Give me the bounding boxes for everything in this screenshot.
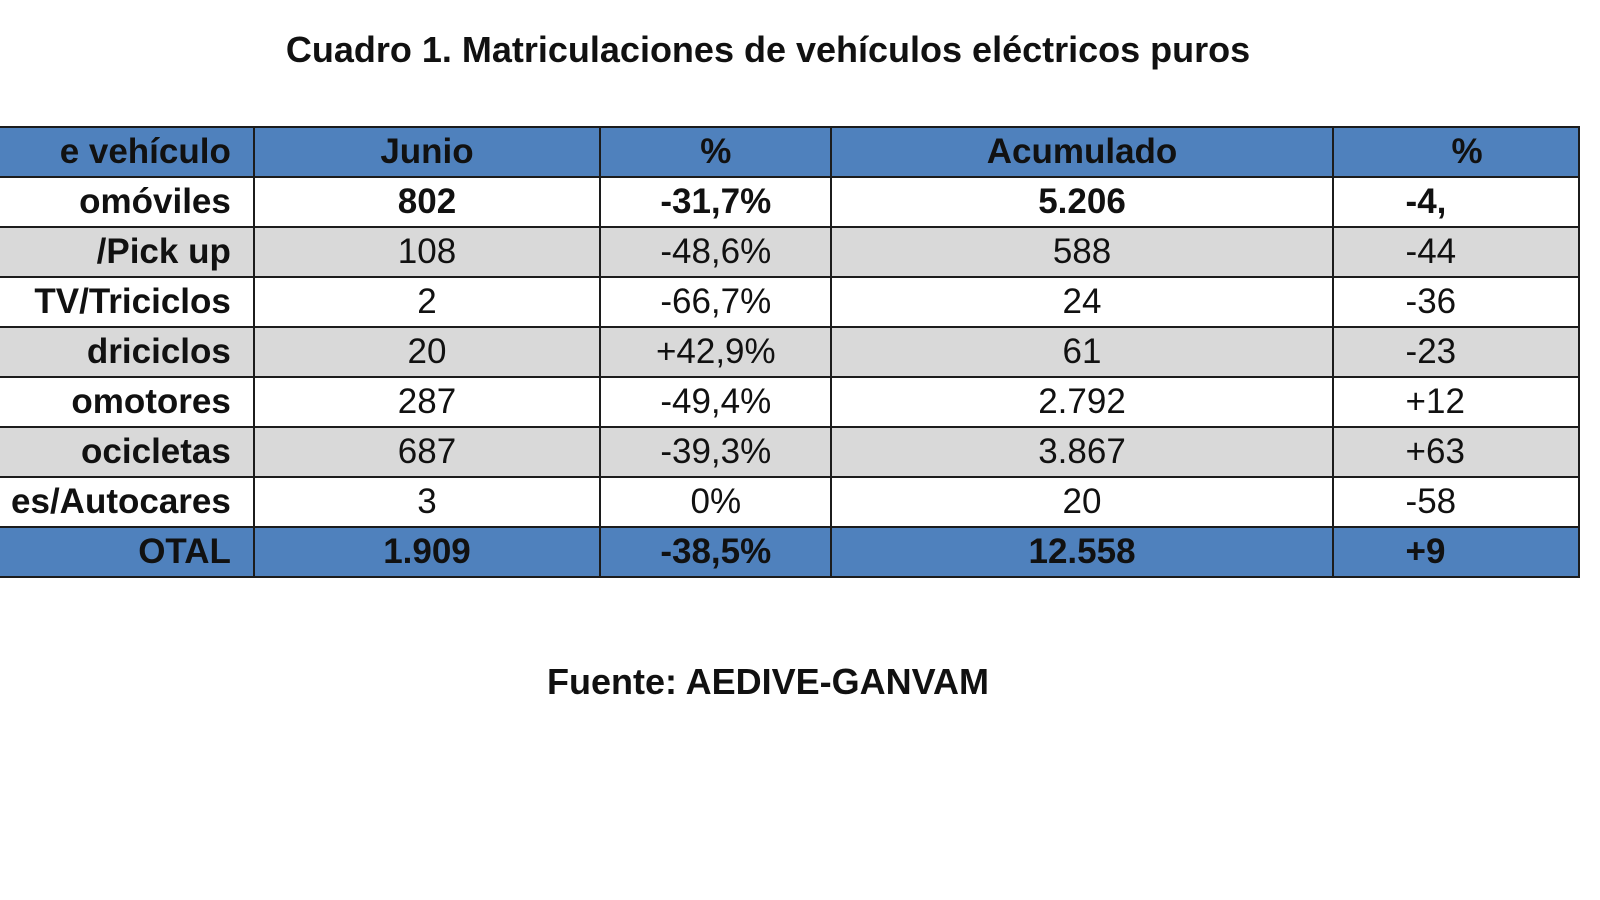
header-accumulated: Acumulado xyxy=(830,126,1334,178)
june-percent-cell: -31,7% xyxy=(599,176,833,228)
vehicle-type-cell: driciclos xyxy=(0,326,255,378)
vehicle-type-cell: /Pick up xyxy=(0,226,255,278)
june-percent-cell: -39,3% xyxy=(599,426,833,478)
accumulated-percent-cell: -58 xyxy=(1331,476,1581,528)
june-cell: 802 xyxy=(252,176,602,228)
source-note: Fuente: AEDIVE-GANVAM xyxy=(546,661,989,702)
accumulated-cell: 2.792 xyxy=(830,376,1334,428)
total-accumulated-cell: 12.558 xyxy=(830,526,1334,578)
june-cell: 3 xyxy=(252,476,602,528)
june-cell: 2 xyxy=(252,276,602,328)
total-june-cell: 1.909 xyxy=(252,526,602,578)
vehicle-type-cell: TV/Triciclos xyxy=(0,276,255,328)
total-label-cell: OTAL xyxy=(0,526,255,578)
accumulated-percent-cell: -23 xyxy=(1331,326,1581,378)
accumulated-percent-cell: -36 xyxy=(1331,276,1581,328)
table-row: TV/Triciclos 2 -66,7% 24 -36 xyxy=(0,276,1581,328)
vehicle-type-cell: ocicletas xyxy=(0,426,255,478)
registrations-table: e vehículo Junio % Acumulado % omóviles … xyxy=(0,126,1581,578)
total-june-percent-cell: -38,5% xyxy=(599,526,833,578)
june-cell: 108 xyxy=(252,226,602,278)
table-header-row: e vehículo Junio % Acumulado % xyxy=(0,126,1581,178)
accumulated-cell: 5.206 xyxy=(830,176,1334,228)
header-vehicle-type: e vehículo xyxy=(0,126,255,178)
data-table-container: e vehículo Junio % Acumulado % omóviles … xyxy=(0,126,1600,600)
table-total-row: OTAL 1.909 -38,5% 12.558 +9 xyxy=(0,526,1581,578)
header-accumulated-percent: % xyxy=(1331,126,1581,178)
june-percent-cell: -48,6% xyxy=(599,226,833,278)
header-june-percent: % xyxy=(599,126,833,178)
table-row: omotores 287 -49,4% 2.792 +12 xyxy=(0,376,1581,428)
table-row: /Pick up 108 -48,6% 588 -44 xyxy=(0,226,1581,278)
accumulated-percent-cell: +12 xyxy=(1331,376,1581,428)
vehicle-type-cell: omóviles xyxy=(0,176,255,228)
june-cell: 20 xyxy=(252,326,602,378)
accumulated-percent-cell: -4, xyxy=(1331,176,1581,228)
accumulated-cell: 588 xyxy=(830,226,1334,278)
accumulated-cell: 3.867 xyxy=(830,426,1334,478)
accumulated-cell: 20 xyxy=(830,476,1334,528)
accumulated-percent-cell: -44 xyxy=(1331,226,1581,278)
accumulated-cell: 24 xyxy=(830,276,1334,328)
accumulated-cell: 61 xyxy=(830,326,1334,378)
table-row: ocicletas 687 -39,3% 3.867 +63 xyxy=(0,426,1581,478)
vehicle-type-cell: omotores xyxy=(0,376,255,428)
june-percent-cell: -66,7% xyxy=(599,276,833,328)
vehicle-type-cell: es/Autocares xyxy=(0,476,255,528)
june-percent-cell: 0% xyxy=(599,476,833,528)
table-row: es/Autocares 3 0% 20 -58 xyxy=(0,476,1581,528)
june-cell: 687 xyxy=(252,426,602,478)
header-june: Junio xyxy=(252,126,602,178)
june-cell: 287 xyxy=(252,376,602,428)
june-percent-cell: -49,4% xyxy=(599,376,833,428)
accumulated-percent-cell: +63 xyxy=(1331,426,1581,478)
table-title: Cuadro 1. Matriculaciones de vehículos e… xyxy=(285,29,1251,70)
total-accumulated-percent-cell: +9 xyxy=(1331,526,1581,578)
june-percent-cell: +42,9% xyxy=(599,326,833,378)
table-row: driciclos 20 +42,9% 61 -23 xyxy=(0,326,1581,378)
table-row: omóviles 802 -31,7% 5.206 -4, xyxy=(0,176,1581,228)
